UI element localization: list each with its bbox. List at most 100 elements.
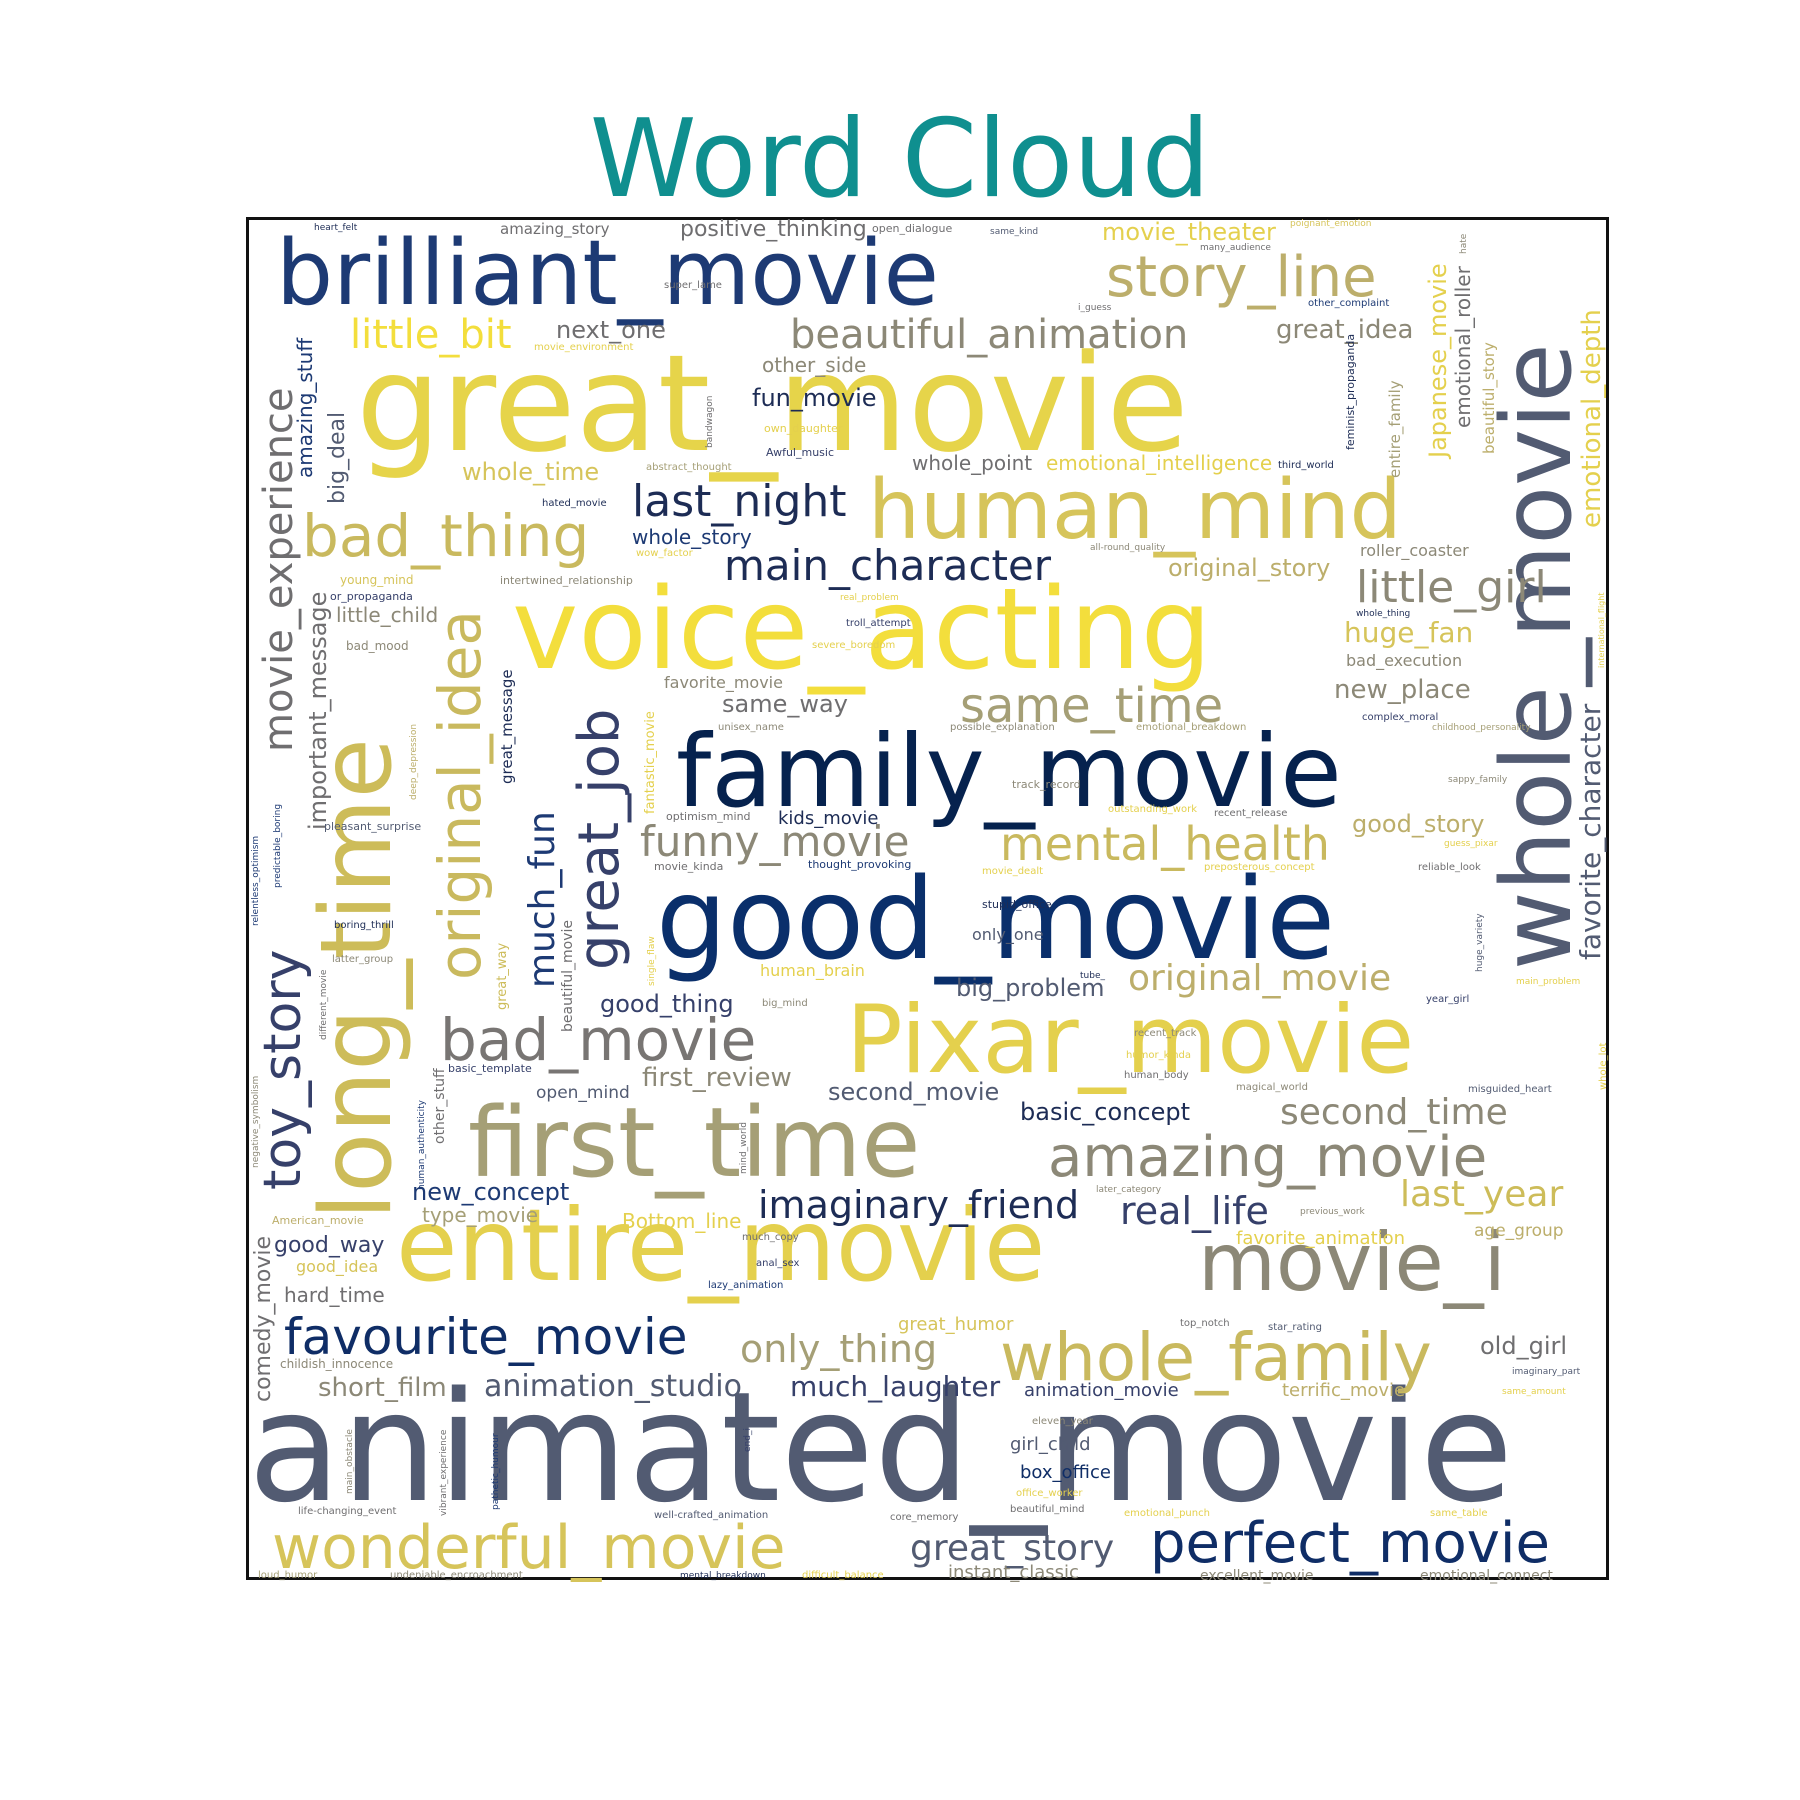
word-wow-factor: wow_factor <box>636 548 694 559</box>
word-emotional-breakdown: emotional_breakdown <box>1136 722 1246 733</box>
word-same-kind: same_kind <box>990 227 1038 237</box>
word-core-memory: core_memory <box>890 1512 959 1523</box>
word-fantastic-movie: fantastic_movie <box>643 711 658 814</box>
word-next-one: next_one <box>556 316 666 344</box>
word-bad-thing: bad_thing <box>302 502 589 570</box>
word-entire-movie: entire_movie <box>396 1187 1045 1304</box>
word-imaginary-part: imaginary_part <box>1512 1367 1581 1377</box>
word-anal-sex: anal_sex <box>756 1258 800 1269</box>
word-international-flight: international_flight <box>1597 593 1606 668</box>
word-old-girl: old_girl <box>1480 1332 1567 1360</box>
word-open-dialogue: open_dialogue <box>872 222 952 235</box>
word-preposterous-concept: preposterous_concept <box>1204 862 1315 873</box>
word-whole-time: whole_time <box>462 458 599 486</box>
word-recent-release: recent_release <box>1214 808 1287 819</box>
word-big-mind: big_mind <box>762 998 808 1009</box>
word-same-amount: same_amount <box>1502 1387 1566 1397</box>
word-new-place: new_place <box>1334 675 1471 705</box>
word-magical-world: magical_world <box>1236 1082 1308 1093</box>
word-hate: hate <box>1459 233 1469 254</box>
word-intertwined-relationship: intertwined_relationship <box>500 574 633 587</box>
word-undeniable-encroachment: undeniable_encroachment <box>390 1570 523 1581</box>
word-fun-movie: fun_movie <box>752 384 877 412</box>
word-emotional-depth: emotional_depth <box>1577 309 1607 528</box>
word-instant-classic: instant_classic <box>948 1562 1079 1583</box>
word-family-movie: family_movie <box>676 713 1342 830</box>
word-japanese-movie: Japanese_movie <box>1424 263 1452 460</box>
word-all-round-quality: all-round_quality <box>1090 543 1166 553</box>
word-emotional-roller: emotional_roller <box>1451 265 1475 428</box>
word-emotional-connect: emotional_connect <box>1420 1568 1553 1584</box>
word-terrific-movie: terrific_movie <box>1282 1380 1405 1401</box>
word-mind-world: mind_world <box>739 1122 749 1174</box>
word-animation-movie: animation_movie <box>1024 1380 1179 1401</box>
word-abstract-thought: abstract_thought <box>646 462 732 473</box>
word-whole-family: whole_family <box>1000 1319 1432 1396</box>
word-deep-depression: deep_depression <box>409 724 419 800</box>
word-mental-health: mental_health <box>1000 817 1330 871</box>
word-only-thing: only_thing <box>740 1327 937 1371</box>
word-original-story: original_story <box>1168 554 1330 582</box>
word-human-authenticity: human_authenticity <box>417 1099 427 1190</box>
word-second-time: second_time <box>1280 1092 1508 1133</box>
word-american-movie: American_movie <box>272 1214 364 1227</box>
word-different-movie: different_movie <box>319 969 329 1040</box>
word-beautiful-mind: beautiful_mind <box>1010 1504 1085 1515</box>
chart-title: Word Cloud <box>589 97 1211 222</box>
word-guess-pixar: guess_pixar <box>1444 839 1498 849</box>
word-big-deal: big_deal <box>325 412 350 504</box>
word-beautiful-animation: beautiful_animation <box>790 312 1188 358</box>
word-movie-dealt: movie_dealt <box>982 866 1043 877</box>
word-other-complaint: other_complaint <box>1308 298 1389 309</box>
word-bad-mood: bad_mood <box>346 639 409 653</box>
word-predictable-boring: predictable_boring <box>273 804 283 888</box>
word-main-character: main_character <box>724 541 1052 590</box>
word-good-idea: good_idea <box>296 1257 378 1277</box>
word-emotional-intelligence: emotional_intelligence <box>1046 451 1272 475</box>
word-beautiful-story: beautiful_story <box>1480 342 1499 454</box>
word-movie-i: movie_i <box>1198 1216 1506 1309</box>
word-main-obstacle: main_obstacle <box>345 1429 355 1494</box>
word-brilliant-movie: brilliant_movie <box>276 221 939 326</box>
word-real-problem: real_problem <box>840 593 899 603</box>
word-severe-boredom: severe_boredom <box>812 640 895 651</box>
word-second-movie: second_movie <box>828 1078 999 1106</box>
word-good-movie: good_movie <box>656 855 1335 985</box>
word-top-notch: top_notch <box>1180 1318 1230 1329</box>
word-toy-story: toy_story <box>253 950 313 1190</box>
word-much-copy: much_copy <box>742 1232 799 1243</box>
word-outstanding-work: outstanding_work <box>1108 804 1197 815</box>
word-bottom-line: Bottom_line <box>622 1209 741 1233</box>
word-last-night: last_night <box>632 476 847 527</box>
word-relentless-optimism: relentless_optimism <box>251 836 261 926</box>
word-great-story: great_story <box>910 1528 1114 1569</box>
word-other-side: other_side <box>762 353 866 377</box>
word-same-way: same_way <box>722 690 848 718</box>
word-good-thing: good_thing <box>600 990 734 1018</box>
word-whole-movie: whole_movie <box>1481 343 1593 970</box>
word-hated-movie: hated_movie <box>542 498 607 509</box>
word-human-mind: human_mind <box>868 463 1402 558</box>
word-awful-music: Awful_music <box>766 446 834 459</box>
word-great-way: great_way <box>495 943 510 1010</box>
word-much-fun: much_fun <box>522 811 563 988</box>
word-young-mind: young_mind <box>340 573 414 587</box>
word-stupid-office: stupid_office <box>982 898 1052 911</box>
word-voice-acting: voice_acting <box>512 565 1212 695</box>
word-open-mind: open_mind <box>536 1083 630 1103</box>
word-own-daughter: own_daughter <box>764 422 843 435</box>
word-childhood-personality: childhood_personality <box>1432 723 1531 733</box>
word-difficult-balance: difficult_balance <box>802 1570 884 1581</box>
word-amazing-movie: amazing_movie <box>1048 1125 1487 1190</box>
word-bad-movie: bad_movie <box>440 1006 756 1074</box>
word-lazy-animation: lazy_animation <box>708 1280 783 1291</box>
word-eleven-year: eleven_year <box>1032 1416 1094 1427</box>
word-childish-innocence: childish_innocence <box>280 1357 393 1371</box>
word-new-concept: new_concept <box>412 1178 569 1206</box>
word-reliable-look: reliable_look <box>1418 862 1481 873</box>
word-little-child: little_child <box>336 603 438 627</box>
word-story-line: story_line <box>1106 245 1377 310</box>
word-great-humor: great_humor <box>898 1314 1014 1335</box>
word-troll-attempt: troll_attempt <box>846 618 911 629</box>
